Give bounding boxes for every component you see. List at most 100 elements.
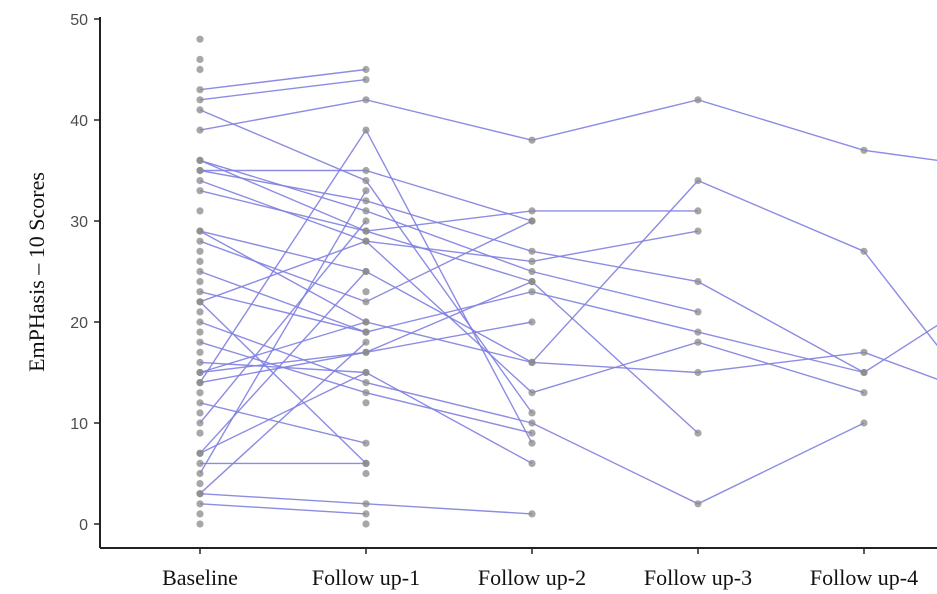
data-point — [196, 156, 204, 164]
series-line — [199, 270, 367, 333]
series-line — [199, 109, 533, 414]
data-point — [196, 237, 204, 245]
x-tick-label: Follow up-2 — [478, 565, 586, 590]
data-point — [196, 86, 204, 94]
data-point — [528, 257, 536, 265]
data-point — [362, 177, 370, 185]
data-point — [196, 338, 204, 346]
data-point — [196, 55, 204, 64]
data-point — [528, 278, 536, 286]
data-point — [528, 429, 536, 437]
x-ticks: Baseline Follow up-1 Follow up-2 Follow up-… — [162, 548, 918, 590]
series-lines — [199, 68, 937, 515]
data-point — [362, 76, 370, 84]
series-line — [199, 371, 367, 454]
data-point — [196, 106, 204, 114]
data-point — [694, 328, 702, 336]
data-point — [528, 207, 536, 215]
data-point — [196, 318, 204, 326]
data-point — [860, 389, 868, 397]
data-point — [196, 166, 204, 175]
data-point — [196, 500, 204, 508]
series-line — [199, 78, 367, 101]
data-point — [362, 510, 370, 518]
data-point — [362, 389, 370, 397]
data-point — [694, 96, 702, 104]
series-line — [863, 324, 937, 374]
data-point — [196, 35, 204, 43]
series-line — [199, 190, 367, 474]
series-line — [199, 271, 367, 454]
data-point — [362, 338, 370, 346]
data-point — [196, 298, 204, 306]
data-point — [362, 500, 370, 508]
data-point — [362, 318, 370, 326]
data-point — [196, 126, 204, 134]
data-point — [362, 399, 370, 407]
x-tick-label: Follow up-3 — [644, 565, 752, 590]
series-line — [863, 149, 937, 162]
data-point — [362, 288, 370, 296]
data-point — [362, 187, 370, 195]
data-point — [196, 65, 204, 74]
data-point — [196, 278, 204, 286]
data-point — [860, 368, 868, 377]
data-point — [196, 227, 204, 235]
data-point — [860, 247, 868, 255]
data-point — [196, 480, 204, 488]
data-point — [362, 469, 370, 478]
data-point — [196, 419, 204, 427]
data-point — [362, 227, 370, 235]
series-line — [863, 351, 937, 380]
data-point — [362, 65, 370, 74]
data-point — [196, 459, 204, 467]
data-point — [694, 338, 702, 346]
data-point — [528, 439, 536, 447]
data-point — [196, 510, 204, 518]
y-axis-title: EmPHasis – 10 Scores — [24, 172, 49, 372]
data-point — [528, 217, 536, 225]
data-point — [694, 308, 702, 316]
data-point — [196, 399, 204, 407]
series-line — [199, 503, 367, 515]
data-point — [196, 520, 204, 528]
y-tick-label: 40 — [70, 113, 88, 130]
data-point — [528, 318, 536, 326]
data-point — [196, 409, 204, 417]
data-point — [528, 136, 536, 144]
series-line — [199, 159, 699, 313]
y-tick-label: 50 — [70, 12, 88, 29]
data-point — [196, 469, 204, 478]
data-point — [196, 257, 204, 265]
data-point — [362, 197, 370, 205]
data-point — [528, 247, 536, 255]
axes — [99, 17, 937, 549]
data-point — [196, 288, 204, 296]
series-line — [199, 220, 367, 424]
data-point — [362, 439, 370, 447]
data-point — [196, 358, 204, 366]
series-line — [199, 321, 367, 374]
series-line — [199, 402, 367, 444]
series-line — [199, 68, 367, 91]
data-point — [362, 267, 370, 276]
data-point — [196, 389, 204, 397]
data-point — [362, 96, 370, 104]
data-point — [528, 267, 536, 276]
data-point — [528, 389, 536, 397]
data-point — [362, 368, 370, 377]
data-point — [694, 177, 702, 185]
data-points — [196, 35, 868, 528]
series-line — [863, 250, 937, 347]
data-point — [694, 429, 702, 437]
data-point — [196, 490, 204, 498]
y-tick-label: 0 — [79, 517, 88, 534]
data-point — [694, 368, 702, 377]
series-line — [199, 159, 699, 434]
data-point — [362, 379, 370, 387]
data-point — [196, 207, 204, 215]
x-tick-label: Baseline — [162, 565, 238, 590]
data-point — [196, 308, 204, 316]
data-point — [362, 298, 370, 306]
